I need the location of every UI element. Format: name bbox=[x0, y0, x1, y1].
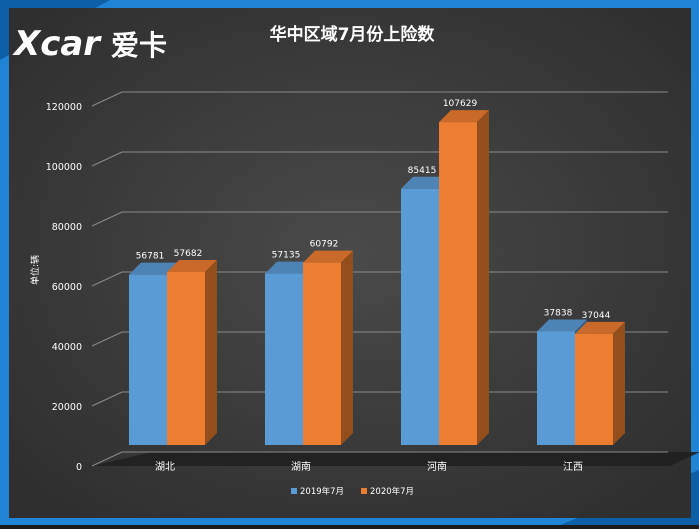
legend-label: 2019年7月 bbox=[300, 486, 344, 497]
bar-top bbox=[265, 261, 315, 274]
x-tick-label: 湖北 bbox=[155, 461, 175, 473]
x-axis-ticks: 湖北 湖南 河南 江西 bbox=[155, 460, 583, 473]
y-axis-ticks: 0 20000 40000 60000 80000 100000 120000 bbox=[46, 102, 82, 473]
data-label: 57135 bbox=[272, 251, 301, 261]
logo-text: Xcar bbox=[12, 24, 102, 64]
y-tick-label: 60000 bbox=[52, 282, 82, 293]
data-label: 107629 bbox=[443, 99, 478, 109]
data-label: 85415 bbox=[408, 166, 437, 176]
chart-title: 华中区域7月份上险数 bbox=[270, 24, 436, 45]
data-label: 60792 bbox=[310, 240, 339, 250]
gridline-diagonal bbox=[91, 391, 123, 407]
bar bbox=[129, 274, 167, 445]
bar bbox=[401, 188, 439, 445]
x-tick-label: 湖南 bbox=[291, 460, 311, 473]
bar bbox=[303, 262, 341, 445]
y-tick-label: 100000 bbox=[46, 162, 82, 173]
legend: 2019年7月 2020年7月 bbox=[291, 486, 414, 497]
bar-series bbox=[129, 110, 625, 445]
data-label: 56781 bbox=[136, 252, 165, 262]
bar bbox=[439, 122, 477, 445]
bar bbox=[167, 271, 205, 445]
x-tick-label: 江西 bbox=[563, 461, 583, 473]
data-labels: 56781 57682 57135 60792 85415 107629 37838 3704… bbox=[136, 99, 611, 321]
bar-top bbox=[537, 319, 587, 332]
gridline-diagonal bbox=[91, 331, 123, 347]
bar-side bbox=[477, 110, 489, 445]
bar-side bbox=[613, 321, 625, 445]
bar-side bbox=[205, 259, 217, 445]
bar-side bbox=[341, 250, 353, 445]
y-axis-label: 单位:辆 bbox=[29, 255, 41, 285]
gridline-diagonal bbox=[91, 451, 123, 467]
bar-top bbox=[129, 262, 179, 275]
floor-plane bbox=[92, 452, 699, 466]
bar bbox=[575, 333, 613, 445]
data-label: 57682 bbox=[174, 249, 203, 259]
bar bbox=[265, 273, 303, 445]
y-tick-label: 20000 bbox=[52, 402, 82, 413]
y-tick-label: 120000 bbox=[46, 102, 82, 113]
gridline-diagonal bbox=[91, 151, 123, 167]
bar-top bbox=[401, 176, 451, 189]
bar-top bbox=[439, 110, 489, 123]
y-tick-label: 40000 bbox=[52, 342, 82, 353]
chart-floor bbox=[92, 452, 699, 466]
legend-label: 2020年7月 bbox=[370, 486, 414, 497]
bar-top bbox=[575, 321, 625, 334]
data-label: 37044 bbox=[582, 311, 611, 321]
legend-swatch bbox=[291, 488, 297, 494]
y-tick-label: 80000 bbox=[52, 222, 82, 233]
data-label: 37838 bbox=[544, 308, 573, 318]
bar-top bbox=[167, 259, 217, 272]
legend-swatch bbox=[361, 488, 367, 494]
bar-top bbox=[303, 250, 353, 263]
gridline-diagonal bbox=[91, 271, 123, 287]
y-tick-label: 0 bbox=[76, 462, 82, 473]
gridline-diagonal bbox=[91, 91, 123, 107]
logo-cn-text: 爱卡 bbox=[111, 29, 167, 62]
gridline-diagonal bbox=[91, 211, 123, 227]
x-tick-label: 河南 bbox=[427, 460, 447, 473]
xcar-logo: Xcar 爱卡 bbox=[12, 24, 167, 64]
bar bbox=[537, 331, 575, 445]
